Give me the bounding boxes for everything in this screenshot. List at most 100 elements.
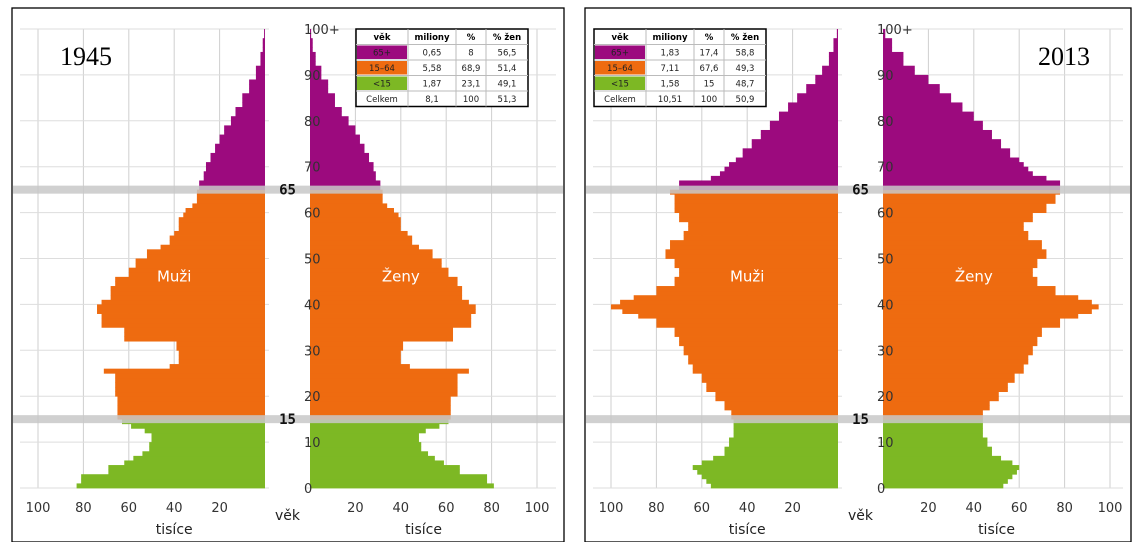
bar-male-age-11 <box>733 432 838 438</box>
bar-male-age-41 <box>110 295 265 301</box>
bar-female-age-49 <box>310 258 442 264</box>
bar-male-age-51 <box>146 249 265 255</box>
bar-female-age-56 <box>310 226 401 232</box>
bar-male-age-74 <box>751 143 838 149</box>
bar-female-age-7 <box>883 451 992 457</box>
bar-male-age-75 <box>219 139 265 145</box>
bar-female-age-51 <box>310 249 433 255</box>
bar-female-age-47 <box>883 267 1033 273</box>
bar-male-age-86 <box>249 88 265 94</box>
bar-male-age-76 <box>219 134 265 140</box>
bar-male-age-84 <box>797 97 838 103</box>
bar-male-age-46 <box>679 272 838 278</box>
bar-female-age-66 <box>310 180 381 186</box>
year-label: 1945 <box>60 42 112 71</box>
legend-cell-2-0: <15 <box>611 80 629 90</box>
bar-male-age-11 <box>151 432 265 438</box>
bar-male-age-9 <box>729 442 838 448</box>
age-tick-100+: 100+ <box>304 23 340 38</box>
bar-female-age-86 <box>883 88 940 94</box>
bar-female-age-70 <box>310 162 374 168</box>
bar-female-age-63 <box>883 194 1056 200</box>
bar-female-age-10 <box>883 437 988 443</box>
legend-header-0: věk <box>374 32 391 43</box>
bar-male-age-81 <box>235 111 265 117</box>
bar-male-age-56 <box>178 226 265 232</box>
bar-male-age-5 <box>124 460 265 466</box>
bar-female-age-87 <box>883 84 940 90</box>
bar-female-age-92 <box>883 61 904 67</box>
bar-male-age-32 <box>679 336 838 342</box>
legend-cell-3-1: 10,51 <box>658 95 682 105</box>
bar-female-age-78 <box>883 125 983 131</box>
age-tick-90: 90 <box>877 69 894 84</box>
pyramid-panel-1945: 15 65 0 10 20 30 40 50 60 70 80 90 100+ 100 80 60 40 20 20… <box>11 7 565 543</box>
x-axis-title-female: tisíce <box>978 522 1015 538</box>
bar-female-age-45 <box>310 276 458 282</box>
bar-male-age-37 <box>101 313 265 319</box>
bar-male-age-80 <box>778 116 838 122</box>
age-tick-30: 30 <box>877 344 894 359</box>
bar-male-age-74 <box>215 143 265 149</box>
bar-male-age-5 <box>701 460 838 466</box>
bar-female-age-88 <box>883 79 929 85</box>
bar-female-age-75 <box>883 139 1002 145</box>
bar-female-age-8 <box>310 446 422 452</box>
bar-female-age-53 <box>310 240 413 246</box>
legend-cell-1-2: 67,6 <box>700 64 719 74</box>
bar-male-age-76 <box>760 134 838 140</box>
bar-male-age-4 <box>108 465 266 471</box>
bar-male-age-34 <box>674 327 838 333</box>
bar-female-age-72 <box>883 152 1011 158</box>
legend-cell-2-1: 1,58 <box>661 80 680 90</box>
legend-swatch-1 <box>595 61 645 75</box>
bar-male-age-79 <box>230 120 265 126</box>
x-tick-male-60: 60 <box>694 501 711 516</box>
bar-male-age-9 <box>149 442 265 448</box>
age-tick-90: 90 <box>304 69 321 84</box>
bar-female-age-57 <box>310 221 401 227</box>
bar-male-age-18 <box>117 400 265 406</box>
bar-female-age-34 <box>310 327 454 333</box>
x-axis-title-male: tisíce <box>729 522 766 538</box>
bar-male-age-85 <box>797 93 838 99</box>
bar-female-age-24 <box>310 373 458 379</box>
bar-male-age-59 <box>679 212 838 218</box>
bar-female-age-75 <box>310 139 360 145</box>
age-tick-80: 80 <box>877 115 894 130</box>
bar-male-age-93 <box>260 56 265 62</box>
bar-male-age-78 <box>769 125 838 131</box>
x-tick-male-100: 100 <box>26 501 51 516</box>
legend-cell-2-2: 23,1 <box>462 80 481 90</box>
bar-female-age-89 <box>883 74 929 80</box>
bar-female-age-2 <box>883 474 1013 480</box>
bar-male-age-33 <box>674 331 838 337</box>
bar-female-age-12 <box>310 428 426 434</box>
bar-female-age-10 <box>310 437 419 443</box>
bar-female-age-30 <box>883 345 1033 351</box>
x-tick-female-20: 20 <box>920 501 937 516</box>
bar-male-age-54 <box>683 235 838 241</box>
legend-cell-2-0: <15 <box>373 80 391 90</box>
bar-female-age-0 <box>310 483 494 489</box>
bar-male-age-2 <box>81 474 265 480</box>
bar-male-age-85 <box>242 93 265 99</box>
bar-male-age-38 <box>97 308 266 314</box>
bar-female-age-19 <box>883 396 999 402</box>
age-tick-10: 10 <box>304 436 321 451</box>
bar-male-age-3 <box>108 469 266 475</box>
bar-male-age-71 <box>735 157 838 163</box>
bar-male-age-36 <box>101 318 265 324</box>
legend-header-2: % <box>705 33 714 43</box>
highlight-label-65: 65 <box>852 183 869 199</box>
bar-female-age-62 <box>883 198 1056 204</box>
bar-male-age-69 <box>724 166 838 172</box>
bar-female-age-80 <box>883 116 974 122</box>
legend-header-2: % <box>467 33 476 43</box>
bar-female-age-60 <box>310 208 394 213</box>
bar-male-age-31 <box>679 341 838 347</box>
bar-female-age-93 <box>310 56 316 62</box>
bar-female-age-44 <box>883 281 1038 287</box>
pyramid-panel-2013: 15 65 0 10 20 30 40 50 60 70 80 90 100+ 100 80 60 40 20 20… <box>584 7 1132 543</box>
